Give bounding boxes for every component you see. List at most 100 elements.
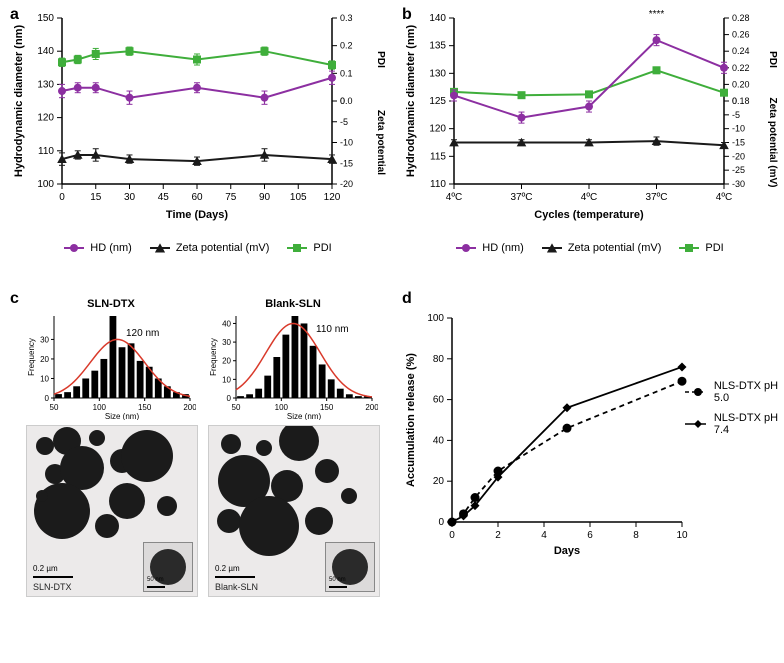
svg-text:60: 60 [191, 192, 203, 203]
svg-text:Cycles (temperature): Cycles (temperature) [534, 209, 644, 221]
svg-text:Frequency: Frequency [27, 338, 36, 376]
svg-text:4ºC: 4ºC [716, 192, 732, 203]
svg-text:120: 120 [429, 124, 446, 135]
svg-text:120: 120 [37, 113, 54, 124]
svg-text:Zeta potential: Zeta potential [375, 110, 386, 175]
svg-text:40: 40 [222, 319, 231, 328]
panel-c: c SLN-DTX 0102030Frequency50100150200Siz… [8, 290, 388, 650]
histo-1-chart: 0102030Frequency50100150200Size (nm) [26, 310, 196, 420]
svg-text:10: 10 [40, 374, 49, 383]
svg-text:80: 80 [433, 354, 445, 365]
svg-text:50: 50 [232, 403, 241, 412]
svg-text:-20: -20 [732, 151, 745, 161]
panel-c-histo-2: Blank-SLN 010203040Frequency50100150200S… [208, 298, 378, 420]
svg-text:100: 100 [275, 403, 289, 412]
svg-text:20: 20 [222, 357, 231, 366]
svg-text:2: 2 [495, 530, 501, 541]
svg-text:45: 45 [158, 192, 170, 203]
svg-text:100: 100 [427, 313, 444, 324]
svg-text:Days: Days [554, 545, 580, 557]
svg-text:8: 8 [633, 530, 639, 541]
panel-b-legend: HD (nm)Zeta potential (mV)PDI [400, 242, 780, 254]
svg-text:0: 0 [438, 517, 444, 528]
panel-a-chart: 0153045607590105120Time (Days)1001101201… [8, 4, 388, 224]
svg-text:75: 75 [225, 192, 237, 203]
svg-text:37ºC: 37ºC [646, 192, 668, 203]
svg-text:PDI: PDI [375, 51, 386, 68]
svg-text:130: 130 [429, 68, 446, 79]
panel-c-histo-1: SLN-DTX 0102030Frequency50100150200Size … [26, 298, 196, 420]
svg-text:10: 10 [222, 375, 231, 384]
svg-text:40: 40 [433, 435, 445, 446]
svg-text:Accumulation release (%): Accumulation release (%) [405, 353, 417, 487]
svg-text:140: 140 [429, 13, 446, 24]
svg-text:0: 0 [59, 192, 65, 203]
svg-text:200: 200 [365, 403, 378, 412]
svg-text:110: 110 [430, 179, 446, 190]
panel-a-legend: HD (nm) Zeta potential (mV) PDI [8, 242, 388, 254]
svg-text:37ºC: 37ºC [511, 192, 533, 203]
panel-c-em-1: 0.2 µmSLN-DTX50 nm [26, 425, 198, 597]
svg-text:0.2: 0.2 [340, 41, 353, 51]
svg-text:30: 30 [222, 338, 231, 347]
svg-text:0.20: 0.20 [732, 79, 750, 89]
svg-text:Hydrodynamic diameter (nm): Hydrodynamic diameter (nm) [405, 25, 417, 178]
svg-text:4: 4 [541, 530, 547, 541]
svg-text:****: **** [649, 9, 665, 20]
svg-text:-10: -10 [340, 138, 353, 148]
svg-text:Size (nm): Size (nm) [105, 412, 140, 420]
histo-1-peak: 120 nm [126, 328, 159, 339]
svg-text:0.3: 0.3 [340, 13, 353, 23]
panel-a: a 0153045607590105120Time (Days)10011012… [8, 4, 388, 269]
svg-text:0.26: 0.26 [732, 30, 750, 40]
panel-d-label: d [402, 290, 412, 308]
svg-text:30: 30 [124, 192, 136, 203]
svg-text:Size (nm): Size (nm) [287, 412, 322, 420]
svg-text:-5: -5 [340, 117, 348, 127]
svg-text:105: 105 [290, 192, 307, 203]
svg-text:Frequency: Frequency [209, 338, 218, 376]
legend-item: PDI [287, 242, 331, 254]
panel-c-em-2: 0.2 µmBlank-SLN50 nm [208, 425, 380, 597]
svg-text:135: 135 [429, 41, 446, 52]
svg-text:0: 0 [340, 96, 345, 106]
svg-text:115: 115 [430, 151, 446, 162]
svg-text:-10: -10 [732, 124, 745, 134]
svg-text:PDI: PDI [767, 51, 778, 68]
svg-text:20: 20 [433, 476, 445, 487]
histo-2-title: Blank-SLN [208, 298, 378, 310]
svg-text:90: 90 [259, 192, 271, 203]
svg-text:30: 30 [40, 335, 49, 344]
svg-text:50: 50 [50, 403, 59, 412]
legend-item: HD (nm) [64, 242, 132, 254]
svg-text:0: 0 [732, 96, 737, 106]
svg-text:-15: -15 [732, 138, 745, 148]
svg-text:100: 100 [93, 403, 107, 412]
panel-b-chart: 4ºC37ºC4ºC37ºC4ºCCycles (temperature)110… [400, 4, 780, 224]
svg-text:140: 140 [37, 46, 54, 57]
svg-text:-5: -5 [732, 110, 740, 120]
svg-text:200: 200 [183, 403, 196, 412]
svg-text:100: 100 [37, 179, 54, 190]
figure: a 0153045607590105120Time (Days)10011012… [0, 0, 784, 663]
svg-text:0.1: 0.1 [340, 68, 353, 78]
svg-text:150: 150 [37, 13, 54, 24]
legend-item: NLS-DTX pH 5.0 [685, 380, 780, 404]
panel-b: b 4ºC37ºC4ºC37ºC4ºCCycles (temperature)1… [400, 4, 780, 269]
svg-text:120: 120 [324, 192, 341, 203]
svg-text:0.22: 0.22 [732, 63, 750, 73]
panel-b-label: b [402, 6, 412, 24]
svg-text:6: 6 [587, 530, 593, 541]
panel-d: d 0246810020406080100DaysAccumulation re… [400, 290, 780, 650]
svg-text:110: 110 [38, 146, 54, 157]
svg-text:125: 125 [429, 96, 446, 107]
svg-text:60: 60 [433, 395, 445, 406]
svg-text:0.24: 0.24 [732, 46, 750, 56]
legend-item: NLS-DTX pH 7.4 [685, 412, 780, 436]
legend-item: Zeta potential (mV) [150, 242, 270, 254]
svg-text:Zeta potential (mV): Zeta potential (mV) [767, 97, 778, 187]
panel-c-label: c [10, 290, 19, 308]
svg-text:20: 20 [40, 355, 49, 364]
svg-text:Time (Days): Time (Days) [166, 209, 228, 221]
svg-text:0: 0 [449, 530, 455, 541]
